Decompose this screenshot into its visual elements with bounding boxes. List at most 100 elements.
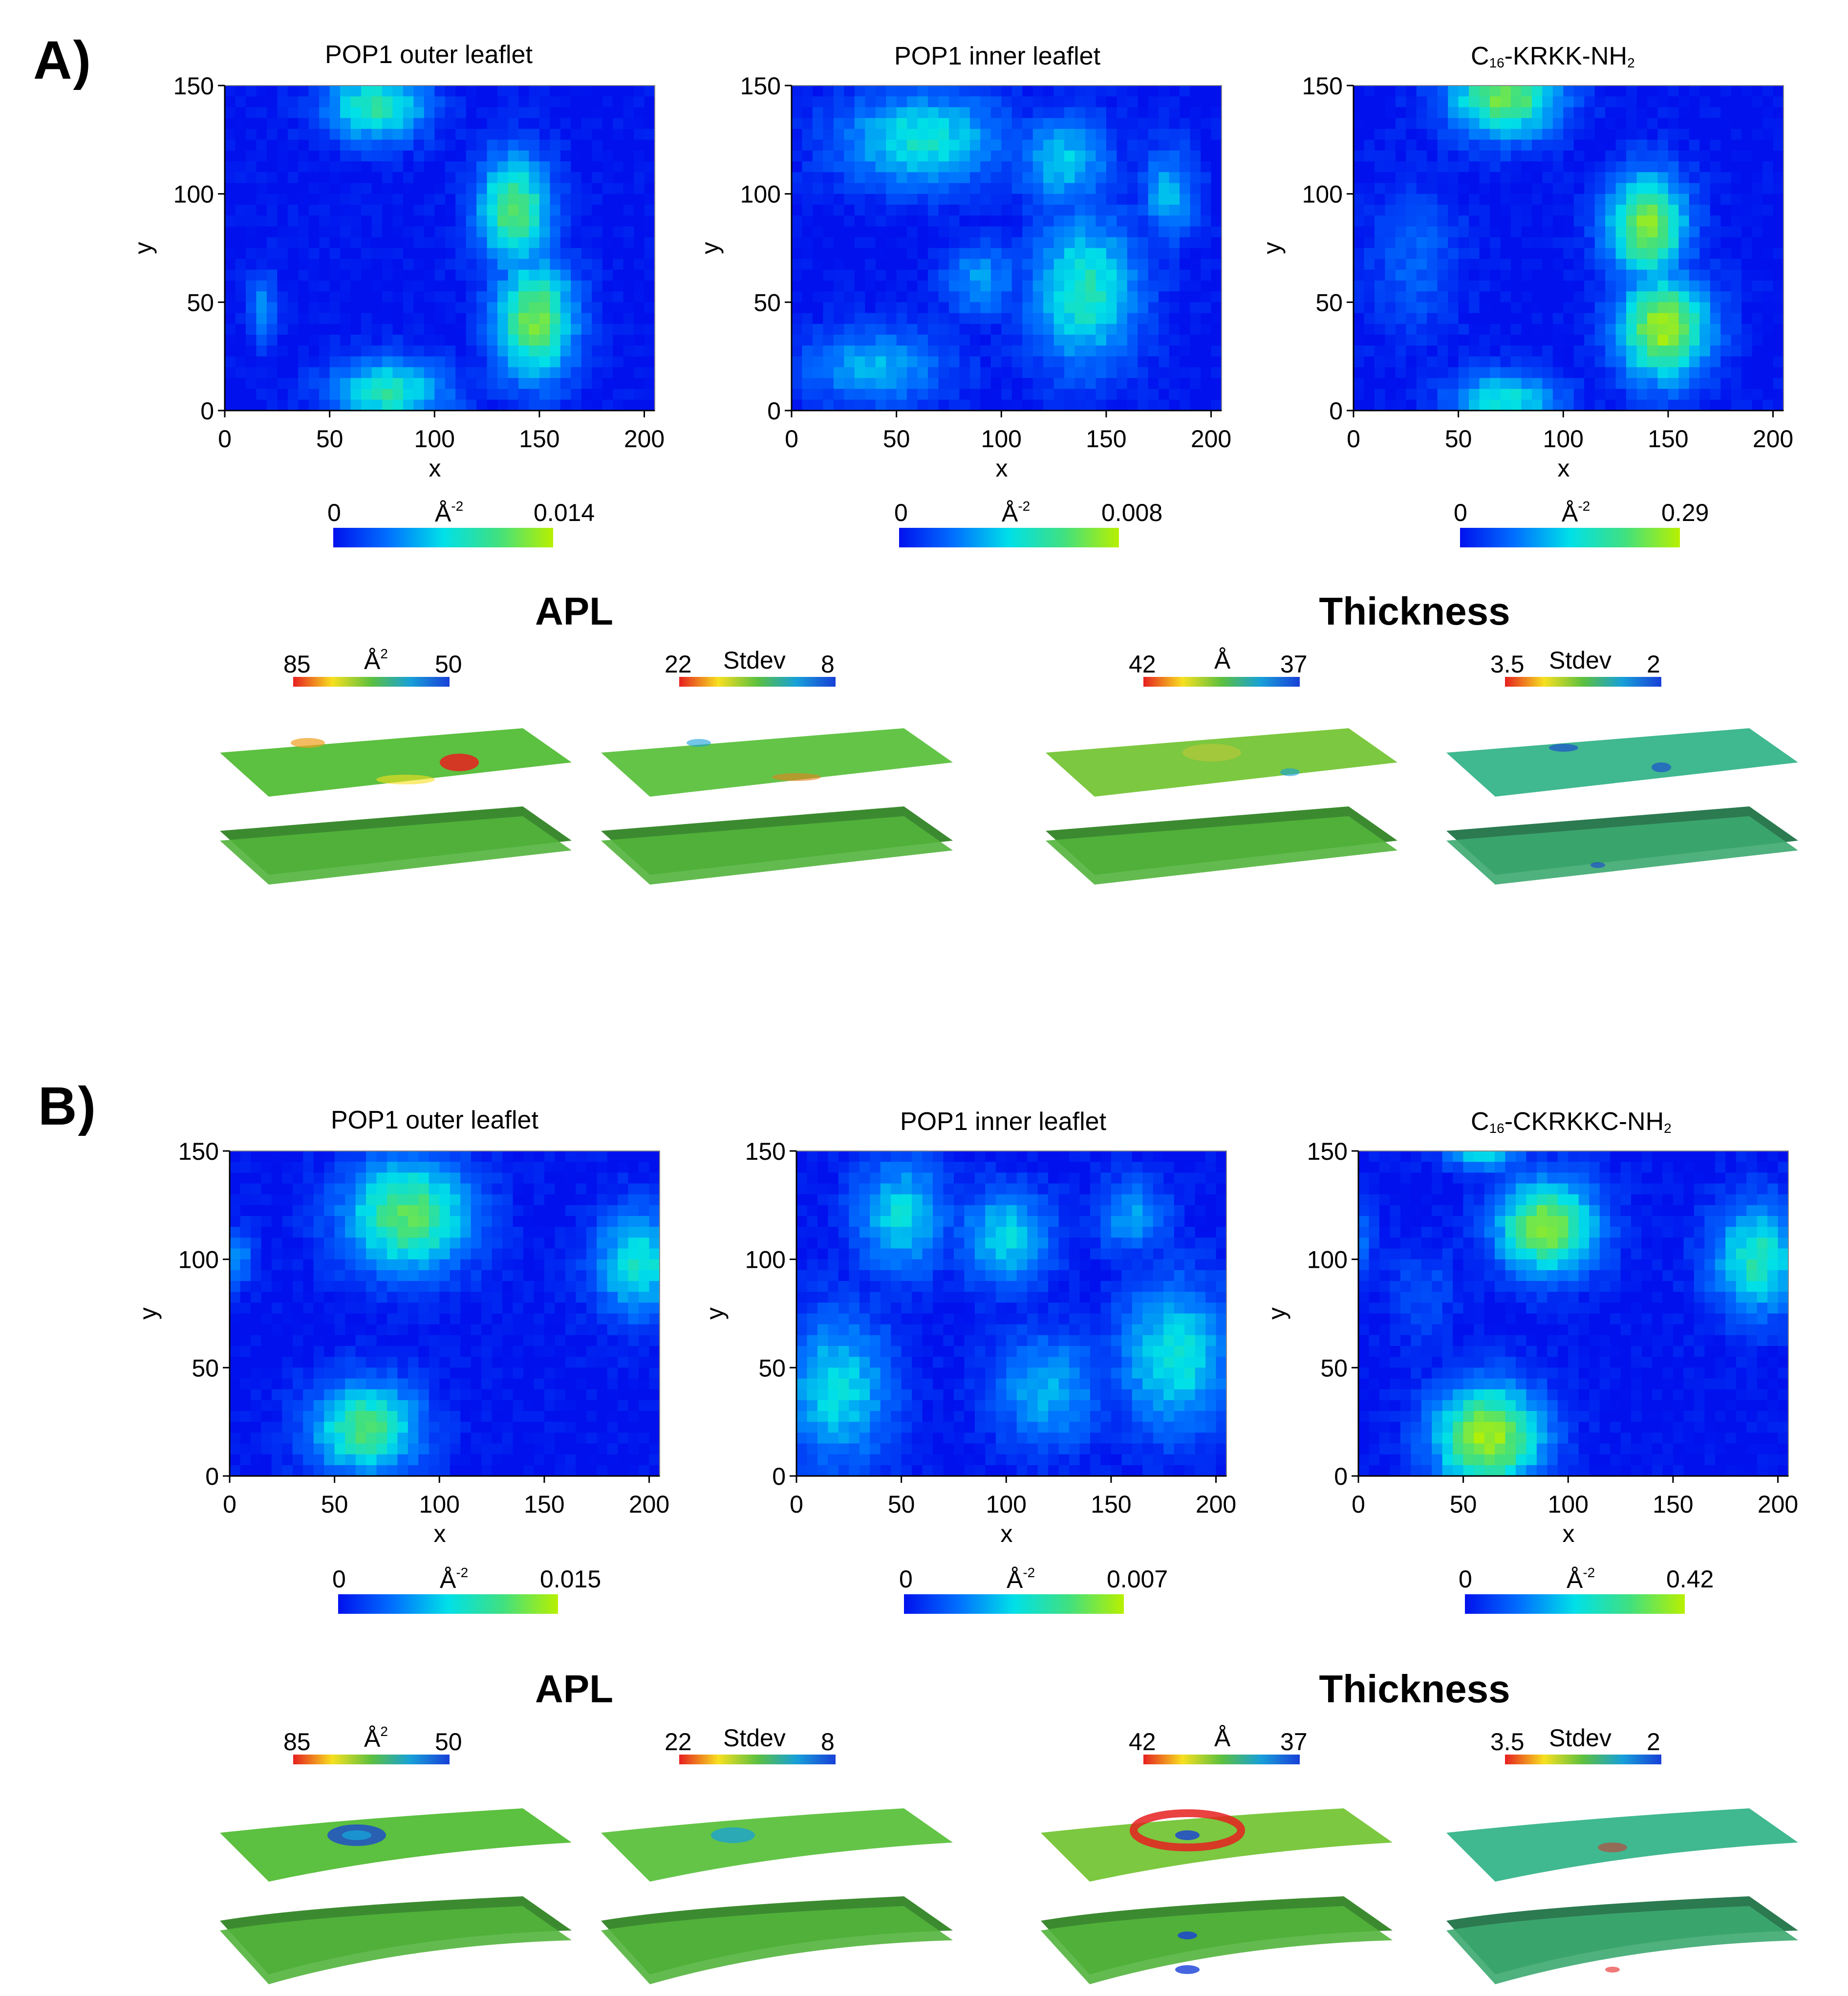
heatmap-cell (287, 356, 299, 368)
heatmap-cell (1636, 216, 1648, 227)
heatmap-cell (424, 324, 435, 335)
heatmap-cell (471, 1162, 482, 1173)
heatmap-cell (1127, 324, 1138, 335)
heatmap-cell (1762, 334, 1774, 346)
heatmap-cell (345, 1151, 356, 1162)
heatmap-cell (397, 1378, 408, 1390)
heatmap-cell (1385, 204, 1396, 216)
heatmap-cell (445, 313, 456, 325)
heatmap-cell (1699, 107, 1711, 119)
heatmap-cell (408, 1335, 419, 1346)
heatmap-cell (1490, 118, 1501, 130)
heatmap-cell (1190, 107, 1201, 119)
heatmap-cell (581, 139, 592, 151)
heatmap-cell (1416, 151, 1427, 162)
heatmap-cell (298, 367, 309, 379)
heatmap-cell (1385, 107, 1396, 119)
heatmap-cells (225, 86, 655, 411)
heatmap-cell (439, 1346, 451, 1357)
heatmap-cell (539, 281, 550, 292)
heatmap-cell (324, 1205, 335, 1216)
heatmap-cell (1096, 96, 1107, 108)
heatmap-cell (308, 139, 320, 151)
heatmap-cell (387, 1422, 398, 1433)
heatmap-cell (1521, 129, 1532, 140)
heatmap-cell (649, 1183, 660, 1195)
heatmap-cell (460, 1411, 472, 1422)
heatmap-cell (969, 194, 981, 205)
heatmap-cell (1490, 96, 1501, 108)
heatmap-cell (1138, 118, 1149, 130)
heatmap-cell (334, 1237, 345, 1249)
heatmap-cell (476, 96, 488, 108)
heatmap-cell (487, 139, 498, 151)
heatmap-cell (282, 1346, 293, 1357)
heatmap-cell (792, 356, 803, 368)
heatmap-cell (250, 1335, 261, 1346)
heatmap-cell (1615, 183, 1627, 195)
heatmap-cell (250, 1227, 261, 1238)
heatmap-cell (298, 313, 309, 325)
heatmap-cell (1762, 129, 1774, 140)
heatmap-cell (1594, 216, 1606, 227)
heatmap-cell (471, 1443, 482, 1455)
heatmap-cell (1490, 216, 1501, 227)
heatmap-cell (397, 1194, 408, 1206)
heatmap-cell (324, 1194, 335, 1206)
heatmap-cell (471, 1151, 482, 1162)
heatmap-cell (1657, 151, 1669, 162)
heatmap-cell (434, 346, 446, 357)
heatmap-cell (875, 194, 886, 205)
heatmap-cell (1710, 346, 1721, 357)
heatmap-cell (319, 259, 330, 270)
heatmap-cell (1594, 324, 1606, 335)
heatmap-cell (823, 399, 834, 411)
heatmap-cell (602, 118, 613, 130)
heatmap-cell (497, 118, 509, 130)
heatmap-cell (1479, 86, 1490, 97)
heatmap-cell (371, 107, 383, 119)
heatmap-cell (261, 1194, 272, 1206)
heatmap-cell (1636, 161, 1648, 173)
heatmap-cell (1211, 389, 1222, 400)
heatmap-cell (581, 269, 592, 281)
heatmap-cell (812, 226, 823, 238)
heatmap-cell (1053, 86, 1065, 97)
heatmap-cell (392, 248, 404, 260)
heatmap-cell (439, 1367, 451, 1379)
heatmap-cell (230, 1292, 241, 1303)
heatmap-cell (875, 378, 886, 390)
heatmap-cell (539, 399, 550, 411)
heatmap-cell (907, 399, 918, 411)
heatmap-cell (534, 1346, 545, 1357)
heatmap-cell (571, 151, 582, 162)
heatmap-cell (1127, 118, 1138, 130)
heatmap-cell (487, 259, 498, 270)
heatmap-cell (639, 1443, 650, 1455)
heatmap-cell (1469, 269, 1480, 281)
heatmap-cell (938, 346, 949, 357)
heatmap-cell (429, 1302, 440, 1314)
heatmap-cell (1647, 334, 1658, 346)
heatmap-cell (277, 356, 288, 368)
heatmap-cell (1011, 291, 1023, 303)
heatmap-cell (287, 399, 299, 411)
heatmap-cell (959, 118, 970, 130)
heatmap-cell (1148, 107, 1159, 119)
heatmap-cell (969, 172, 981, 184)
heatmap-cell (340, 118, 351, 130)
heatmap-cell (802, 367, 813, 379)
heatmap-cell (1521, 248, 1532, 260)
heatmap-cell (271, 1270, 282, 1281)
heatmap-cell (424, 86, 435, 97)
heatmap-cell (1731, 172, 1742, 184)
heatmap-cell (324, 1216, 335, 1227)
heatmap-cell (1074, 183, 1086, 195)
heatmap-cell (1552, 204, 1564, 216)
heatmap-cell (387, 1302, 398, 1314)
heatmap-cell (1668, 248, 1679, 260)
heatmap-cell (487, 216, 498, 227)
heatmap-cell (597, 1216, 608, 1227)
heatmap-cell (308, 237, 320, 249)
heatmap-cell (1521, 302, 1532, 314)
